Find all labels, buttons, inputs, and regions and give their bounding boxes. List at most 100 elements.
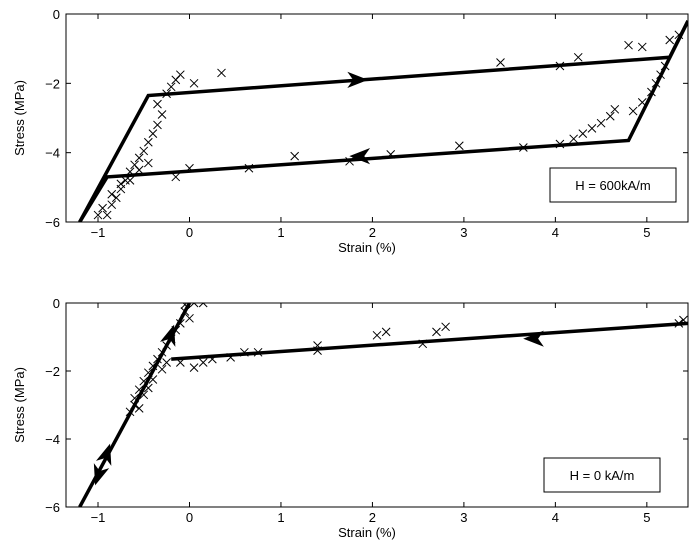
chart-1-x-tick-label: 2 — [369, 225, 376, 240]
chart-1-direction-arrow — [347, 71, 369, 88]
chart-1-data-point — [107, 189, 117, 199]
chart-2-plot-area — [78, 303, 688, 507]
chart-2-data-point — [175, 319, 185, 328]
chart-2-plot-frame — [65, 302, 689, 508]
chart-2-annotation-label: H = 0 kA/m — [570, 468, 635, 483]
chart-2-x-tick-label: 4 — [552, 510, 559, 525]
chart-2-direction-arrow — [523, 330, 544, 347]
chart-2-data-point — [143, 383, 153, 393]
chart-1-data-point — [244, 163, 254, 173]
chart-1-data-point — [610, 104, 620, 114]
chart-1-y-tick-label: −6 — [45, 215, 60, 230]
chart-1-data-point — [386, 150, 396, 159]
chart-2-data-point — [134, 404, 144, 413]
chart-1-plot-frame — [65, 13, 689, 223]
chart-1-data-point — [143, 137, 153, 147]
chart-1-direction-arrow — [349, 148, 371, 165]
chart-1-data-point — [628, 106, 638, 116]
chart-2-data-point — [189, 363, 199, 372]
chart-1-data-point — [555, 61, 565, 71]
chart-1-data-point — [134, 165, 144, 175]
chart-1-data-point — [637, 98, 647, 107]
chart-2-data-point — [372, 330, 382, 340]
chart-1-data-point — [189, 78, 199, 88]
chart-1-data-point — [454, 141, 464, 151]
chart-2-x-tick-label: −1 — [91, 510, 106, 525]
chart-1-data-point — [185, 163, 194, 173]
chart-2-x-tick-label: 2 — [369, 510, 376, 525]
chart-2-data-point — [180, 303, 190, 310]
chart-2-data-point — [143, 368, 153, 378]
chart-1-data-point — [102, 210, 112, 220]
chart-1-data-point — [587, 124, 597, 133]
chart-1-data-point — [674, 30, 684, 40]
chart-1-y-axis-title: Stress (MPa) — [12, 80, 27, 156]
chart-1-data-point — [121, 176, 130, 185]
chart-2-data-point — [125, 407, 135, 417]
chart-1-data-point — [578, 129, 588, 138]
chart-1-data-point — [125, 176, 135, 185]
chart-2-data-point — [148, 361, 158, 371]
chart-1-data-point — [153, 120, 162, 130]
chart-2-y-tick-label: −4 — [45, 432, 60, 447]
chart-1-data-point — [116, 179, 126, 189]
chart-2-data-point — [674, 319, 684, 328]
chart-2: −1 0 1 2 3 4 5 0 −2 −4 −6 Strain (%) Stress (MPa) H =… — [12, 296, 689, 540]
chart-2-x-tick-label: 1 — [277, 510, 284, 525]
chart-2-y-tick-label: −2 — [45, 364, 60, 379]
chart-2-y-tick-label: −6 — [45, 500, 60, 515]
chart-2-data-point — [157, 364, 167, 374]
chart-2-data-point — [226, 353, 236, 362]
chart-1-data-point — [660, 61, 670, 71]
chart-1-data-point — [166, 82, 176, 92]
chart-1-data-point — [139, 146, 149, 156]
chart-2-data-point — [185, 313, 194, 323]
chart-1-data-point — [162, 89, 171, 99]
chart-1-x-tick-label: 4 — [552, 225, 559, 240]
chart-1-x-axis-title: Strain (%) — [338, 240, 396, 255]
chart-1: −1 0 1 2 3 4 5 0 −2 −4 −6 Strain (%) Stress (MPa) H =… — [12, 7, 689, 255]
chart-1-data-point — [555, 139, 565, 149]
chart-2-data-point — [198, 303, 208, 308]
chart-1-data-point — [624, 40, 633, 50]
chart-1-data-point — [290, 151, 300, 161]
chart-1-y-tick-label: −4 — [45, 146, 60, 161]
chart-2-data-point — [139, 390, 149, 400]
chart-1-data-point — [647, 87, 656, 97]
chart-1-data-point — [111, 193, 121, 203]
chart-1-data-point — [596, 118, 606, 128]
chart-1-data-point — [637, 42, 647, 52]
chart-2-data-point — [139, 376, 149, 386]
chart-2-direction-arrow — [95, 443, 112, 466]
chart-1-y-tick-label: −2 — [45, 76, 60, 91]
chart-2-y-tick-label: 0 — [53, 296, 60, 311]
chart-2-y-axis-title: Stress (MPa) — [12, 367, 27, 443]
chart-2-data-point — [381, 327, 391, 337]
chart-1-data-point — [665, 35, 675, 45]
chart-2-data-point — [240, 347, 249, 357]
chart-1-data-point — [569, 134, 579, 144]
chart-2-x-tick-label: 5 — [643, 510, 650, 525]
chart-1-data-point — [93, 210, 103, 220]
chart-1-data-point — [496, 58, 505, 67]
chart-2-direction-arrow — [159, 324, 176, 347]
chart-1-data-point — [345, 156, 354, 166]
chart-1-data-point — [125, 167, 135, 177]
chart-1-data-point — [656, 70, 665, 80]
chart-1-x-tick-label: −1 — [91, 225, 106, 240]
chart-2-model-line-unloading — [171, 321, 688, 361]
chart-2-data-point — [679, 315, 688, 325]
chart-2-x-tick-label: 0 — [186, 510, 193, 525]
chart-2-data-point — [130, 400, 139, 410]
chart-1-data-point — [518, 143, 528, 152]
chart-1-data-point — [573, 52, 583, 62]
chart-2-data-point — [207, 354, 217, 364]
chart-1-x-tick-label: 0 — [186, 225, 193, 240]
chart-2-direction-arrow — [93, 463, 110, 486]
chart-1-annotation-box — [549, 167, 677, 203]
chart-1-x-tick-label: 1 — [277, 225, 284, 240]
chart-1-data-point — [143, 158, 153, 168]
chart-2-data-point — [253, 347, 263, 357]
chart-2-x-axis-title: Strain (%) — [338, 525, 396, 540]
